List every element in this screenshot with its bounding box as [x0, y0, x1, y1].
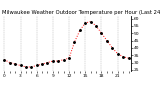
Point: [41, 63, 43, 65]
Point: [111, 47, 114, 49]
Point: [14, 63, 16, 65]
Point: [116, 53, 119, 54]
Point: [35, 65, 38, 66]
Point: [25, 66, 27, 68]
Point: [73, 41, 76, 43]
Point: [46, 62, 49, 63]
Point: [30, 66, 33, 68]
Point: [68, 57, 70, 59]
Point: [79, 30, 81, 31]
Point: [106, 40, 108, 41]
Point: [89, 21, 92, 22]
Point: [100, 33, 103, 34]
Point: [127, 57, 130, 59]
Point: [52, 60, 54, 62]
Point: [62, 59, 65, 60]
Point: [8, 62, 11, 63]
Point: [95, 25, 97, 27]
Point: [3, 59, 6, 60]
Point: [19, 65, 22, 66]
Point: [122, 56, 124, 57]
Point: [57, 60, 60, 62]
Point: [84, 22, 87, 24]
Text: Milwaukee Weather Outdoor Temperature per Hour (Last 24 Hours): Milwaukee Weather Outdoor Temperature pe…: [2, 10, 160, 15]
